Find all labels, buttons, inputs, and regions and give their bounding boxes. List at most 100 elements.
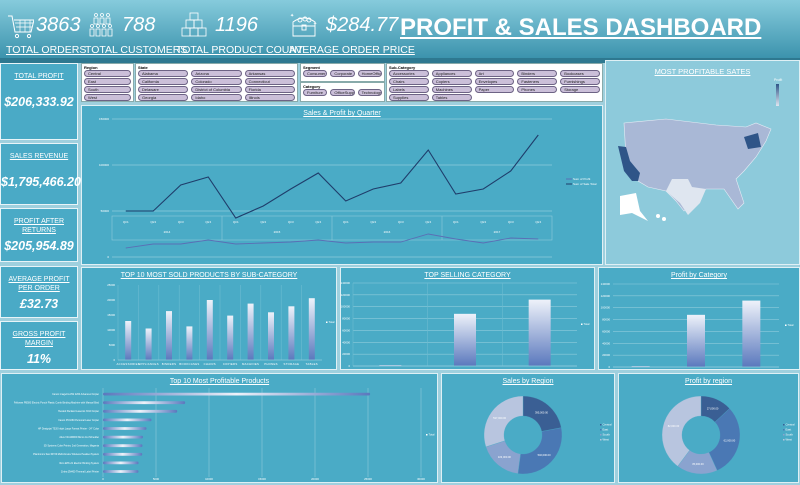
slicer-item-arkansas[interactable]: Arkansas xyxy=(244,70,295,77)
chart-title: Sales & Profit by Quarter xyxy=(303,110,381,117)
slice-west xyxy=(483,395,524,448)
svg-text:✦: ✦ xyxy=(313,21,317,27)
y-tick-label: Fellowes PB500 Electric Punch Plastic Co… xyxy=(14,402,100,405)
card-title: TOTAL PROFIT xyxy=(14,73,64,80)
legend-label: Sum of Sale Total xyxy=(573,182,597,186)
slicer-item-fasteners[interactable]: Fasteners xyxy=(517,78,558,85)
bar-product xyxy=(103,452,143,456)
slicer-item-south[interactable]: South xyxy=(84,86,131,93)
slicer-item-connecticut[interactable]: Connecticut xyxy=(244,78,295,85)
slicer-item-machines[interactable]: Machines xyxy=(431,86,472,93)
card-value: $205,954.89 xyxy=(4,239,74,253)
slicer-item-labels[interactable]: Labels xyxy=(389,86,429,93)
legend-label: West xyxy=(786,438,793,442)
legend-swatch xyxy=(581,323,583,325)
slicer-item-envelopes[interactable]: Envelopes xyxy=(474,78,515,85)
kpi-label[interactable]: AVERAGE ORDER PRICE xyxy=(289,44,415,56)
map-legend-label: Profit xyxy=(774,78,782,82)
slicer-item-technology[interactable]: Technology xyxy=(357,89,382,96)
data-label: 82,000.00 xyxy=(668,424,680,428)
y-tick-label: 100000 xyxy=(341,305,350,309)
slicer-item-homeoffice[interactable]: HomeOffice xyxy=(357,70,382,77)
x-tick-label: Qtr3 xyxy=(508,220,514,224)
slicer-item-alabama[interactable]: Alabama xyxy=(138,70,189,77)
slicer-item-florida[interactable]: Florida xyxy=(244,86,295,93)
y-tick-label: 40000 xyxy=(602,341,610,345)
bar-furniture xyxy=(631,366,650,367)
kpi-value: 788 xyxy=(122,14,156,36)
slice-east xyxy=(517,427,563,475)
x-tick-label: FURNITURE xyxy=(381,368,400,369)
x-tick-label: PHONES xyxy=(264,362,278,366)
svg-text:✦: ✦ xyxy=(290,13,294,19)
slicer-item-consumer[interactable]: Consumer xyxy=(303,70,328,77)
chart-title: Sales by Region xyxy=(502,378,554,385)
kpi-label[interactable]: TOTAL CUSTOMERS xyxy=(85,44,188,56)
slicer-items: Accessories Appliances Art Binders Bookcases… xyxy=(389,70,600,101)
x-tick-label: Qtr1 xyxy=(343,220,349,224)
kpi-value: 1196 xyxy=(215,14,259,36)
x-tick-label: 30000 xyxy=(417,477,425,481)
x-tick-label: Qtr1 xyxy=(123,220,129,224)
slicer-title: Sub-Category xyxy=(389,65,416,70)
y-tick-label: 0 xyxy=(107,255,109,259)
slicer-item-colorado[interactable]: Colorado xyxy=(191,78,242,85)
slicer-item-chairs[interactable]: Chairs xyxy=(389,78,429,85)
legend-swatch xyxy=(600,424,602,426)
slicer-item-illinois[interactable]: Illinois xyxy=(244,94,295,101)
slicer-item-delaware[interactable]: Delaware xyxy=(138,86,189,93)
slicer-title: Region xyxy=(84,65,98,70)
dashboard-title: PROFIT & SALES DASHBOARD xyxy=(400,14,762,41)
slicer-item-paper[interactable]: Paper xyxy=(474,86,515,93)
x-tick-label: Qtr3 xyxy=(288,220,294,224)
series-line-profit xyxy=(125,233,539,249)
bar-product xyxy=(103,444,143,448)
legend-label: Sum of Profit xyxy=(573,177,591,181)
slicer-item-furniture[interactable]: Furniture xyxy=(303,89,328,96)
slicer-item-supplies[interactable]: Supplies xyxy=(389,94,429,101)
x-tick-label: Qtr2 xyxy=(260,220,266,224)
slicer-item-accessories[interactable]: Accessories xyxy=(389,70,429,77)
y-tick-label: 15000 xyxy=(107,313,115,317)
x-tick-label: TABLES xyxy=(306,362,318,366)
top-profitable-products-chart: Top 10 Most Profitable Products 0 5000 100… xyxy=(1,373,438,483)
slicer-item-california[interactable]: California xyxy=(138,78,189,85)
slicer-item-east[interactable]: East xyxy=(84,78,131,85)
slicer-item-arizona[interactable]: Arizona xyxy=(191,70,242,77)
x-tick-label: Qtr4 xyxy=(315,220,321,224)
slicer-segment: Segment Consumer Corporate HomeOffice xyxy=(300,63,385,82)
legend-swatch xyxy=(426,434,428,436)
legend-swatch xyxy=(326,321,328,323)
card-value: £32.73 xyxy=(19,297,59,311)
bar-tables xyxy=(308,298,315,360)
bar-product xyxy=(103,392,371,396)
slicer-item-appliances[interactable]: Appliances xyxy=(431,70,472,77)
slicer-item-furnishings[interactable]: Furnishings xyxy=(560,78,600,85)
bar-product xyxy=(103,470,139,473)
slicer-item-tables[interactable]: Tables xyxy=(431,94,472,101)
x-tick-label: 5000 xyxy=(153,477,160,481)
slicer-item-corporate[interactable]: Corporate xyxy=(330,70,355,77)
slicer-item-storage[interactable]: Storage xyxy=(560,86,600,93)
slicer-category: CategoryFurnitureOfficeSuppliesTechnolog… xyxy=(300,82,385,102)
kpi-card-total-profit: TOTAL PROFIT $206,333.92 xyxy=(0,63,78,140)
y-tick-label: Ativa V4110MDD Micro-Cut Shredder xyxy=(59,436,99,439)
slicer-item-west[interactable]: West xyxy=(84,94,131,101)
slicer-item-phones[interactable]: Phones xyxy=(517,86,558,93)
slicer-item-officesupplies[interactable]: OfficeSupplies xyxy=(330,89,355,96)
slicer-item-idaho[interactable]: Idaho xyxy=(191,94,242,101)
y-tick-label: Plantronics Savi W720 Multi-Device Wirel… xyxy=(33,453,99,456)
sales-by-region-chart: Sales by Region 395,000.00 Central 540,000… xyxy=(441,373,615,483)
slicer-item-binders[interactable]: Binders xyxy=(517,70,558,77)
bar-technology xyxy=(742,300,761,367)
slicer-item-art[interactable]: Art xyxy=(474,70,515,77)
slicer-item-georgia[interactable]: Georgia xyxy=(138,94,189,101)
slicer-item-central[interactable]: Central xyxy=(84,70,131,77)
x-tick-label: BINDERS xyxy=(162,362,177,366)
slicer-item-district-of-columbia[interactable]: District of Columbia xyxy=(191,86,242,93)
hawaii-state xyxy=(662,217,666,221)
slicer-item-copiers[interactable]: Copiers xyxy=(431,78,472,85)
slicer-item-bookcases[interactable]: Bookcases xyxy=(560,70,600,77)
kpi-label[interactable]: TOTAL ORDERS xyxy=(6,44,87,56)
kpi-label[interactable]: TOTAL PRODUCT COUNT xyxy=(176,44,304,56)
